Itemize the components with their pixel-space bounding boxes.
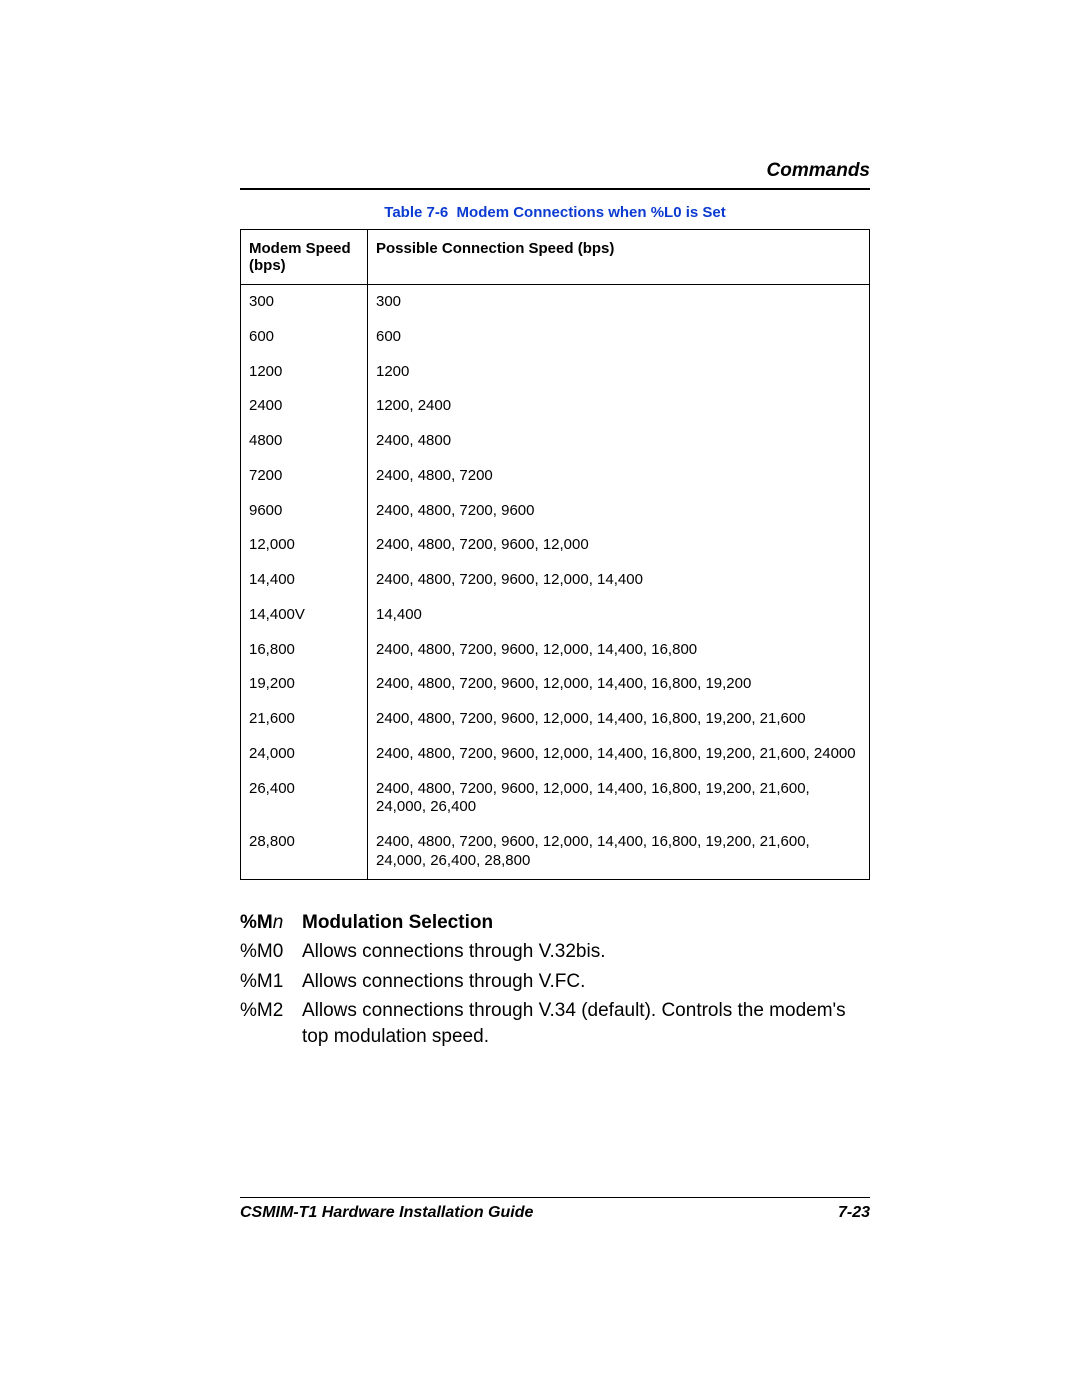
page-footer: CSMIM-T1 Hardware Installation Guide 7-2… xyxy=(240,1197,870,1222)
table-header-col2: Possible Connection Speed (bps) xyxy=(368,230,870,285)
table-cell: 14,400 xyxy=(368,598,870,633)
table-row: 24,0002400, 4800, 7200, 9600, 12,000, 14… xyxy=(241,737,870,772)
command-heading-title: Modulation Selection xyxy=(302,910,870,936)
table-row: 14,400V14,400 xyxy=(241,598,870,633)
table-cell: 28,800 xyxy=(241,825,368,879)
table-caption-prefix: Table 7-6 xyxy=(384,204,448,221)
table-cell: 2400, 4800, 7200, 9600, 12,000, 14,400, … xyxy=(368,633,870,668)
table-row: 24001200, 2400 xyxy=(241,389,870,424)
table-row: 19,2002400, 4800, 7200, 9600, 12,000, 14… xyxy=(241,667,870,702)
table-cell: 2400, 4800, 7200, 9600 xyxy=(368,494,870,529)
section-header: Commands xyxy=(240,160,870,182)
command-desc: Allows connections through V.32bis. xyxy=(302,939,870,965)
table-row: 12001200 xyxy=(241,355,870,390)
header-rule xyxy=(240,188,870,190)
table-cell: 2400 xyxy=(241,389,368,424)
table-cell: 1200, 2400 xyxy=(368,389,870,424)
table-cell: 19,200 xyxy=(241,667,368,702)
table-row: 28,8002400, 4800, 7200, 9600, 12,000, 14… xyxy=(241,825,870,879)
table-cell: 2400, 4800, 7200, 9600, 12,000, 14,400 xyxy=(368,563,870,598)
table-cell: 2400, 4800 xyxy=(368,424,870,459)
table-cell: 2400, 4800, 7200, 9600, 12,000 xyxy=(368,528,870,563)
table-header-col1: Modem Speed (bps) xyxy=(241,230,368,285)
table-cell: 2400, 4800, 7200, 9600, 12,000, 14,400, … xyxy=(368,737,870,772)
table-row: 21,6002400, 4800, 7200, 9600, 12,000, 14… xyxy=(241,702,870,737)
modem-connections-table: Modem Speed (bps) Possible Connection Sp… xyxy=(240,229,870,880)
command-desc: Allows connections through V.FC. xyxy=(302,969,870,995)
table-row: 16,8002400, 4800, 7200, 9600, 12,000, 14… xyxy=(241,633,870,668)
command-row: %M0Allows connections through V.32bis. xyxy=(240,939,870,965)
table-cell: 1200 xyxy=(368,355,870,390)
table-row: 26,4002400, 4800, 7200, 9600, 12,000, 14… xyxy=(241,772,870,826)
table-row: 14,4002400, 4800, 7200, 9600, 12,000, 14… xyxy=(241,563,870,598)
table-row: 96002400, 4800, 7200, 9600 xyxy=(241,494,870,529)
command-block: %Mn Modulation Selection %M0Allows conne… xyxy=(240,910,870,1050)
table-cell: 14,400 xyxy=(241,563,368,598)
table-cell: 600 xyxy=(368,320,870,355)
table-cell: 1200 xyxy=(241,355,368,390)
table-cell: 26,400 xyxy=(241,772,368,826)
table-cell: 600 xyxy=(241,320,368,355)
command-row: %M1Allows connections through V.FC. xyxy=(240,969,870,995)
table-cell: 21,600 xyxy=(241,702,368,737)
table-row: 12,0002400, 4800, 7200, 9600, 12,000 xyxy=(241,528,870,563)
command-row: %M2Allows connections through V.34 (defa… xyxy=(240,998,870,1049)
table-cell: 2400, 4800, 7200, 9600, 12,000, 14,400, … xyxy=(368,702,870,737)
table-cell: 300 xyxy=(368,285,870,320)
footer-rule xyxy=(240,1197,870,1198)
table-cell: 12,000 xyxy=(241,528,368,563)
command-heading-key: %Mn xyxy=(240,910,302,936)
table-row: 300300 xyxy=(241,285,870,320)
table-caption: Table 7-6 Modem Connections when %L0 is … xyxy=(240,204,870,221)
table-cell: 2400, 4800, 7200 xyxy=(368,459,870,494)
table-row: 600600 xyxy=(241,320,870,355)
table-cell: 9600 xyxy=(241,494,368,529)
table-row: 48002400, 4800 xyxy=(241,424,870,459)
command-key: %M1 xyxy=(240,969,302,995)
table-cell: 7200 xyxy=(241,459,368,494)
table-caption-title: Modem Connections when %L0 is Set xyxy=(457,204,726,221)
table-cell: 2400, 4800, 7200, 9600, 12,000, 14,400, … xyxy=(368,772,870,826)
table-row: 72002400, 4800, 7200 xyxy=(241,459,870,494)
table-cell: 16,800 xyxy=(241,633,368,668)
table-cell: 14,400V xyxy=(241,598,368,633)
footer-left: CSMIM-T1 Hardware Installation Guide xyxy=(240,1204,838,1222)
table-cell: 24,000 xyxy=(241,737,368,772)
command-desc: Allows connections through V.34 (default… xyxy=(302,998,870,1049)
table-cell: 2400, 4800, 7200, 9600, 12,000, 14,400, … xyxy=(368,825,870,879)
table-cell: 2400, 4800, 7200, 9600, 12,000, 14,400, … xyxy=(368,667,870,702)
footer-right: 7-23 xyxy=(838,1204,870,1222)
command-key: %M0 xyxy=(240,939,302,965)
table-cell: 4800 xyxy=(241,424,368,459)
table-cell: 300 xyxy=(241,285,368,320)
command-key: %M2 xyxy=(240,998,302,1049)
